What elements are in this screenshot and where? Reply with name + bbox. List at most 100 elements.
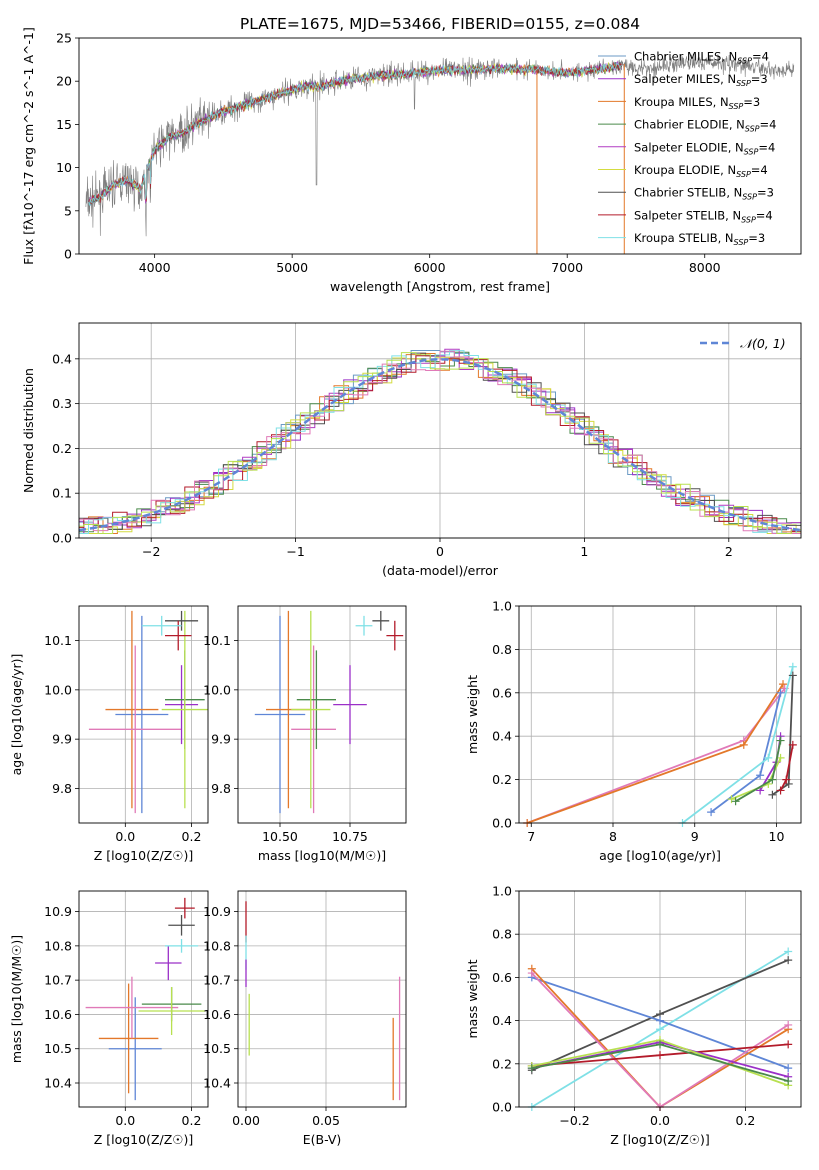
y-tick-label: 10.7 [203,973,231,988]
y-tick-label: 0.6 [492,970,512,985]
plot-area-mass-vs-Z [85,897,205,1101]
weight-series-marker [784,1064,793,1073]
y-tick-label: 0.6 [492,685,512,700]
y-tick-label: 5 [64,203,72,218]
weight-series-marker [784,1020,793,1029]
panel-weight-vs-Z: −0.2 0.0 0.2 0.0 0.2 0.4 0.6 0.8 1.0 Z [log10(Z/Z… [465,884,802,1147]
errorbar-point [296,650,336,750]
axes-frame [237,890,407,1108]
weight-series [523,684,789,827]
y-tick-label: 0.3 [52,396,72,411]
weight-series [727,753,785,804]
weight-series-marker [656,1051,664,1060]
x-tick-label: 7000 [551,260,583,275]
plot-area-weight-vs-Z [527,947,793,1111]
legend-subscript: SSP [729,102,744,111]
weight-series-marker [768,790,777,799]
plot-area-spectrum [85,53,795,254]
errorbar-point [165,939,199,953]
weight-series-marker [788,740,797,749]
x-tick-label: −0.2 [559,1113,589,1128]
weight-series-marker [727,795,736,804]
y-tick-label: 10.0 [203,682,231,697]
weight-series-marker [527,969,536,978]
axes-frame [518,890,802,1108]
errorbar-point [141,615,182,636]
x-tick-label: 5000 [276,260,308,275]
weight-series [678,662,797,827]
legend-subscript: SSP [736,79,751,88]
y-tick-label: 10.6 [203,1007,231,1022]
y-tick-label: 25 [56,31,72,46]
y-tick-label: 0.0 [492,816,512,831]
weight-series [527,1040,793,1086]
x-tick-label: 0.0 [115,829,135,844]
weight-series [707,688,785,817]
plot-area-weight-vs-age [523,662,797,827]
y-tick-label: 10.5 [44,1041,72,1056]
errorbar-point [161,610,208,809]
spectrum-model-line [88,62,622,206]
weight-series-marker [739,740,748,749]
legend-entry: 𝒩(0, 1) [740,336,786,351]
legend-tail: =4 [751,163,768,177]
legend-label: Chabrier MILES, N [634,50,737,64]
y-axis-label: mass weight [465,675,480,754]
x-tick-label: 0.2 [736,1113,756,1128]
y-tick-label: 10.9 [203,904,231,919]
weight-series [768,671,797,799]
weight-series-marker [788,662,797,671]
plot-area-residual-histogram [79,348,801,534]
x-tick-label: 10 [769,829,785,844]
legend-entry: Salpeter ELODIE, NSSP=4 [634,140,775,156]
weight-series-marker [656,1040,664,1049]
y-tick-label: 10.8 [44,938,72,953]
weight-series-marker [788,671,797,680]
x-tick-label: 7 [527,829,535,844]
y-tick-label: 0.8 [492,927,512,942]
plot-area-age-vs-Z [88,610,208,814]
y-axis-label: mass weight [465,959,480,1038]
histogram-step-line [79,355,801,534]
weight-series-marker [782,775,791,784]
weight-series-marker [756,771,765,780]
y-tick-label: 10.5 [203,1041,231,1056]
axes-frame [78,605,209,824]
legend-tail: =4 [756,208,773,222]
legend-entry: Kroupa ELODIE, NSSP=4 [634,163,768,179]
y-tick-label: 10.9 [44,904,72,919]
panel-spectrum: 4000 5000 6000 7000 8000 0 5 10 15 20 25 wavelength… [21,27,802,294]
x-axis-label: Z [log10(Z/Z☉)] [94,848,194,863]
legend-subscript: SSP [741,215,756,224]
errorbar-point [386,620,404,651]
errorbar-point [88,645,182,814]
y-axis-label: Flux [fλ10^-17 erg cm^-2 s^-1 A^-1] [21,27,36,265]
y-axis-label: age [log10(age/yr)] [9,654,24,776]
legend-tail: =3 [748,231,765,245]
axes-frame [78,890,209,1108]
x-tick-label: 9 [691,829,699,844]
legend-label: Salpeter STELIB, N [634,208,741,222]
x-tick-label: 1 [580,544,588,559]
legend-label: Salpeter ELODIE, N [634,140,744,154]
errorbar-point [254,615,306,814]
panel-mass-vs-ebv: 0.00 0.05 10.4 10.5 10.6 10.7 10.8 10.9 E(B-V) [203,890,407,1147]
x-axis-label: E(B-V) [303,1132,342,1147]
weight-series-line [526,683,784,824]
weight-series-marker [784,779,793,788]
panel-age-vs-Z: 0.0 0.2 9.8 9.9 10.0 10.1 Z [log10(Z/Z☉)] age [… [9,605,209,863]
y-tick-label: 0.0 [492,1100,512,1115]
weight-series [731,736,785,806]
spectrum-model-line [88,62,622,203]
x-axis-label: Z [log10(Z/Z☉)] [94,1132,194,1147]
y-tick-label: 10.1 [203,633,231,648]
y-tick-label: 0.4 [52,351,72,366]
spectrum-model-line [88,62,623,206]
errorbar-point [105,610,159,809]
y-tick-label: 0.0 [52,531,72,546]
weight-series-marker [764,753,773,762]
errorbar-point [98,983,159,1094]
weight-series-marker [776,736,785,745]
y-axis-label: Normed distribution [21,368,36,493]
